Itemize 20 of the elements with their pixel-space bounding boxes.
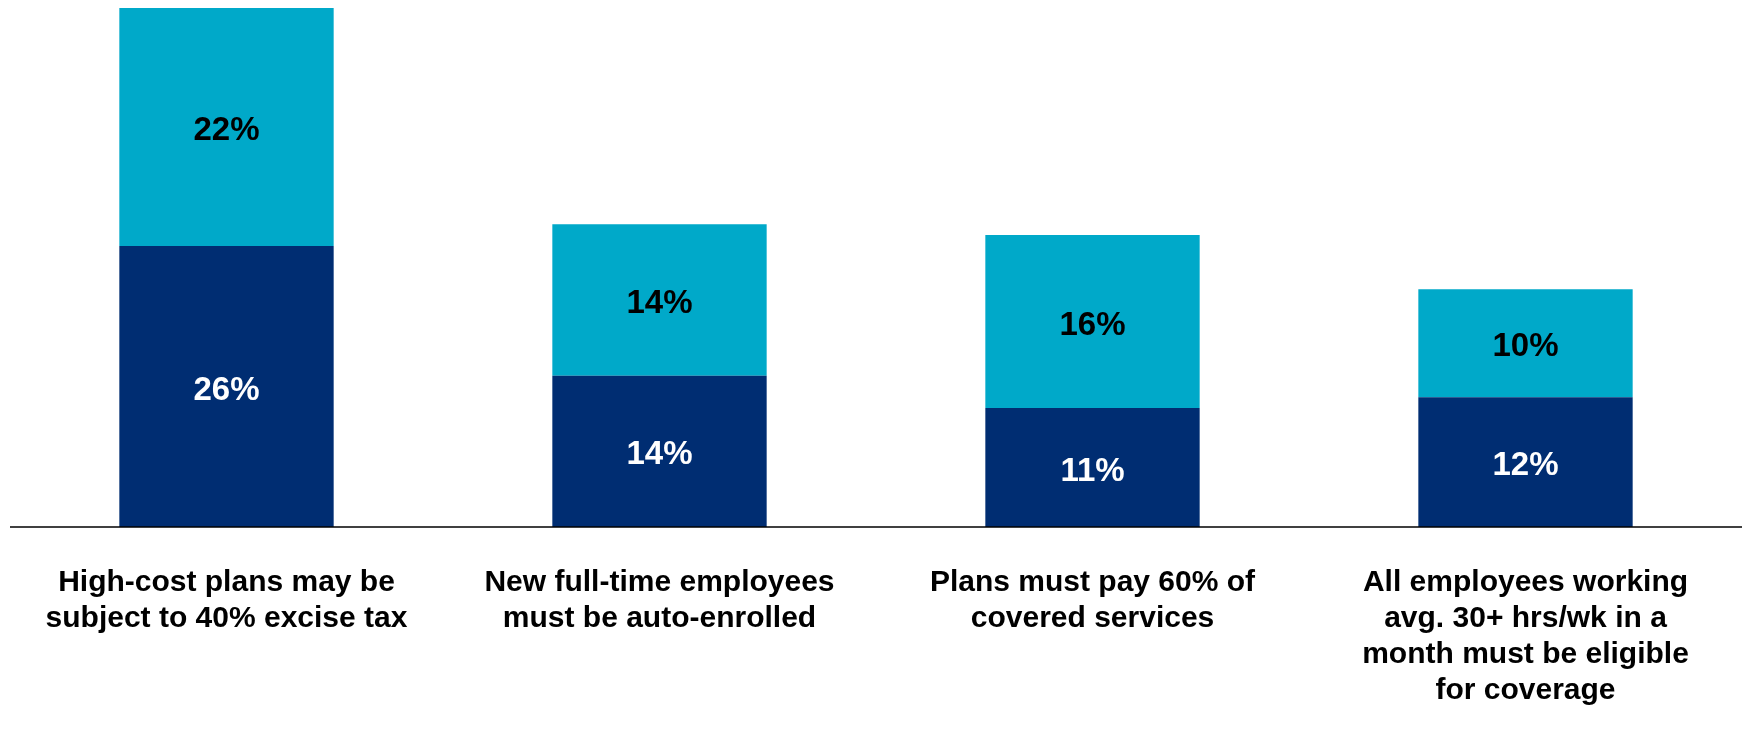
- x-tick-label: Plans must pay 60% of covered services: [929, 564, 1257, 634]
- data-label: 16%: [1059, 304, 1126, 342]
- data-label: 11%: [1060, 450, 1125, 488]
- data-label: 12%: [1492, 445, 1559, 483]
- bar: [1418, 289, 1633, 398]
- bar: [119, 8, 334, 246]
- data-label: 14%: [626, 434, 693, 472]
- data-label: 10%: [1492, 326, 1559, 364]
- bar: [119, 245, 334, 527]
- bar: [552, 375, 767, 527]
- bar: [985, 235, 1200, 409]
- bar: [552, 224, 767, 376]
- bar: [1418, 397, 1633, 527]
- x-tick-label: New full-time employees must be auto-enrolled: [484, 564, 835, 634]
- bar: [985, 408, 1200, 527]
- data-label: 22%: [193, 110, 260, 148]
- data-label: 14%: [626, 283, 693, 321]
- x-tick-label: All employees working avg. 30+ hrs/wk in a month must be eligible for coverage: [1362, 564, 1689, 706]
- x-tick-label: High-cost plans may be subject to 40% excise tax: [45, 564, 408, 634]
- data-label: 26%: [193, 369, 260, 407]
